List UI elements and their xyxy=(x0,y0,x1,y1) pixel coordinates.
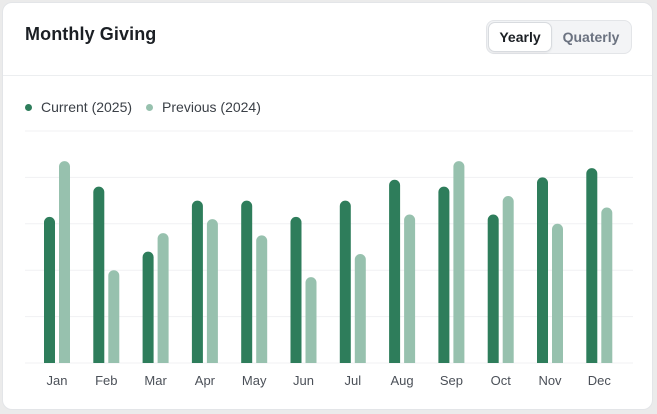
x-tick-label-jan: Jan xyxy=(47,373,68,388)
bar-current-jun[interactable] xyxy=(290,216,302,363)
bar-previous-feb[interactable] xyxy=(108,270,120,363)
bar-current-aug[interactable] xyxy=(389,179,401,363)
legend-label-current: Current (2025) xyxy=(41,99,133,115)
yearly-button[interactable]: Yearly xyxy=(488,22,552,52)
bar-previous-apr[interactable] xyxy=(206,219,218,363)
bar-previous-sep[interactable] xyxy=(453,161,465,363)
bar-current-dec[interactable] xyxy=(586,168,598,363)
bar-previous-may[interactable] xyxy=(256,235,268,363)
bar-current-jul[interactable] xyxy=(339,200,351,363)
x-tick-label-jun: Jun xyxy=(293,373,314,388)
bar-chart: Jan Feb Mar Apr May Jun Jul Aug Sep Oct Nov Dec xyxy=(25,130,633,388)
bar-previous-jul[interactable] xyxy=(354,253,366,363)
x-tick-label-nov: Nov xyxy=(538,373,562,388)
bar-current-sep[interactable] xyxy=(438,186,450,363)
legend-dot-previous xyxy=(146,103,154,111)
x-tick-label-may: May xyxy=(242,373,267,388)
bar-previous-oct[interactable] xyxy=(502,195,514,363)
x-tick-label-aug: Aug xyxy=(391,373,414,388)
legend-item-previous: Previous (2024) xyxy=(146,99,261,115)
x-tick-label-dec: Dec xyxy=(588,373,612,388)
bar-current-feb[interactable] xyxy=(93,186,105,363)
bar-previous-jan[interactable] xyxy=(59,161,70,363)
x-tick-label-feb: Feb xyxy=(95,373,117,388)
legend-item-current: Current (2025) xyxy=(25,99,132,115)
monthly-giving-card: Monthly Giving Yearly Quaterly Current (… xyxy=(2,2,653,410)
bar-previous-dec[interactable] xyxy=(601,207,613,363)
bar-current-mar[interactable] xyxy=(142,251,154,363)
card-header: Monthly Giving Yearly Quaterly xyxy=(3,3,652,76)
bar-current-apr[interactable] xyxy=(191,200,203,363)
legend-label-previous: Previous (2024) xyxy=(162,99,261,115)
bar-previous-jun[interactable] xyxy=(305,277,317,363)
bar-previous-aug[interactable] xyxy=(404,214,416,363)
period-toggle: Yearly Quaterly xyxy=(486,20,632,54)
bar-previous-mar[interactable] xyxy=(157,233,169,363)
x-tick-label-mar: Mar xyxy=(144,373,167,388)
legend-dot-current xyxy=(25,103,32,111)
x-tick-label-oct: Oct xyxy=(491,373,512,388)
chart-legend: Current (2025) Previous (2024) xyxy=(25,99,275,115)
quarterly-button[interactable]: Quaterly xyxy=(562,29,620,45)
bar-current-oct[interactable] xyxy=(487,214,499,363)
card-title: Monthly Giving xyxy=(25,24,157,44)
bar-previous-nov[interactable] xyxy=(552,223,563,363)
x-tick-label-sep: Sep xyxy=(440,373,463,388)
bar-current-nov[interactable] xyxy=(537,177,548,363)
bar-current-may[interactable] xyxy=(241,200,253,363)
bar-current-jan[interactable] xyxy=(44,216,55,363)
x-tick-label-apr: Apr xyxy=(195,373,216,388)
x-tick-label-jul: Jul xyxy=(344,373,361,388)
